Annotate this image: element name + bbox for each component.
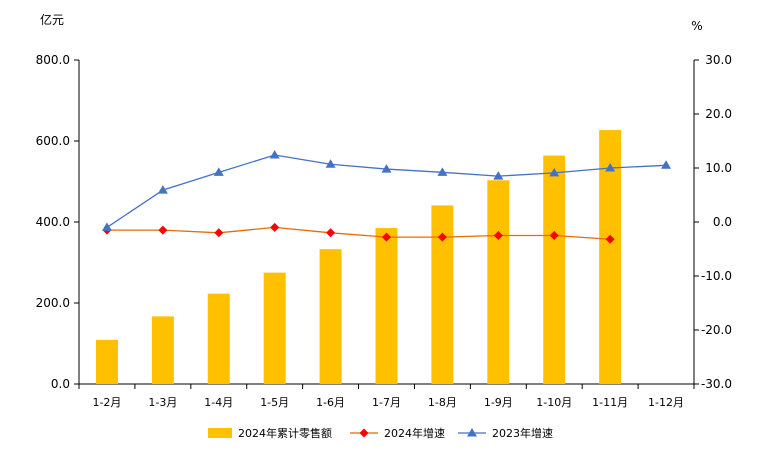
legend-label: 2024年累计零售额 <box>238 426 332 440</box>
right-tick-label: -20.0 <box>701 323 732 337</box>
x-tick-label: 1-8月 <box>428 396 457 409</box>
series-line <box>106 226 611 240</box>
bar <box>487 180 510 384</box>
bar <box>599 130 622 384</box>
data-point-diamond <box>158 225 168 235</box>
x-tick-label: 1-9月 <box>484 396 513 409</box>
plot-area: 0.0 200.0 400.0 600.0 800.0 -30.0 -20.0 -10.0 0.… <box>36 53 732 409</box>
bar <box>375 228 398 384</box>
data-point-diamond <box>359 428 369 438</box>
data-point-diamond <box>437 232 447 242</box>
right-tick-label: 10.0 <box>705 161 732 175</box>
data-point-triangle <box>101 222 112 231</box>
x-tick-label: 1-11月 <box>592 396 628 409</box>
right-tick-label: -30.0 <box>701 377 732 391</box>
data-point-diamond <box>326 228 336 238</box>
bar <box>543 155 566 384</box>
data-point-diamond <box>382 232 391 242</box>
x-tick-label: 1-2月 <box>92 396 121 409</box>
legend-label: 2024年增速 <box>384 426 445 440</box>
data-point-diamond <box>493 231 503 240</box>
x-tick-label: 1-12月 <box>648 396 684 409</box>
bar <box>207 293 230 384</box>
x-tick-label: 1-4月 <box>204 396 233 409</box>
right-tick-label: 0.0 <box>713 215 732 229</box>
left-tick-label: 400.0 <box>36 215 70 229</box>
data-point-triangle <box>493 171 504 180</box>
data-point-diamond <box>270 222 280 232</box>
data-point-triangle <box>467 428 477 437</box>
data-point-triangle <box>661 160 672 169</box>
data-point-triangle <box>605 163 616 172</box>
data-point-triangle <box>157 185 168 194</box>
left-tick-label: 0.0 <box>51 377 70 391</box>
data-point-triangle <box>325 159 336 168</box>
left-axis-unit: 亿元 <box>40 12 64 27</box>
left-tick-label: 200.0 <box>36 296 70 310</box>
right-tick-label: 20.0 <box>705 107 732 121</box>
legend-label: 2023年增速 <box>492 426 553 440</box>
x-tick-label: 1-10月 <box>536 396 572 409</box>
x-tick-label: 1-7月 <box>372 396 401 409</box>
left-tick-label: 600.0 <box>36 134 70 148</box>
bar <box>431 205 454 384</box>
x-tick-label: 1-6月 <box>316 396 345 409</box>
data-point-triangle <box>269 150 280 159</box>
legend: 2024年累计零售额 2024年增速 2023年增速 <box>208 426 553 440</box>
data-point-diamond <box>605 234 615 244</box>
x-tick-label: 1-3月 <box>148 396 177 409</box>
right-axis-unit: % <box>691 19 702 33</box>
data-point-diamond <box>549 231 559 240</box>
data-point-diamond <box>214 228 224 238</box>
bar <box>319 249 342 384</box>
data-point-triangle <box>437 167 448 176</box>
legend-swatch-bar <box>208 428 232 438</box>
right-tick-label: -10.0 <box>701 269 732 283</box>
data-point-triangle <box>381 164 392 173</box>
data-point-triangle <box>213 167 224 176</box>
x-tick-label: 1-5月 <box>260 396 289 409</box>
right-tick-label: 30.0 <box>705 53 732 67</box>
left-tick-label: 800.0 <box>36 53 70 67</box>
bar <box>151 316 174 384</box>
bar <box>263 272 286 384</box>
bar <box>95 339 118 384</box>
data-point-triangle <box>549 167 560 177</box>
